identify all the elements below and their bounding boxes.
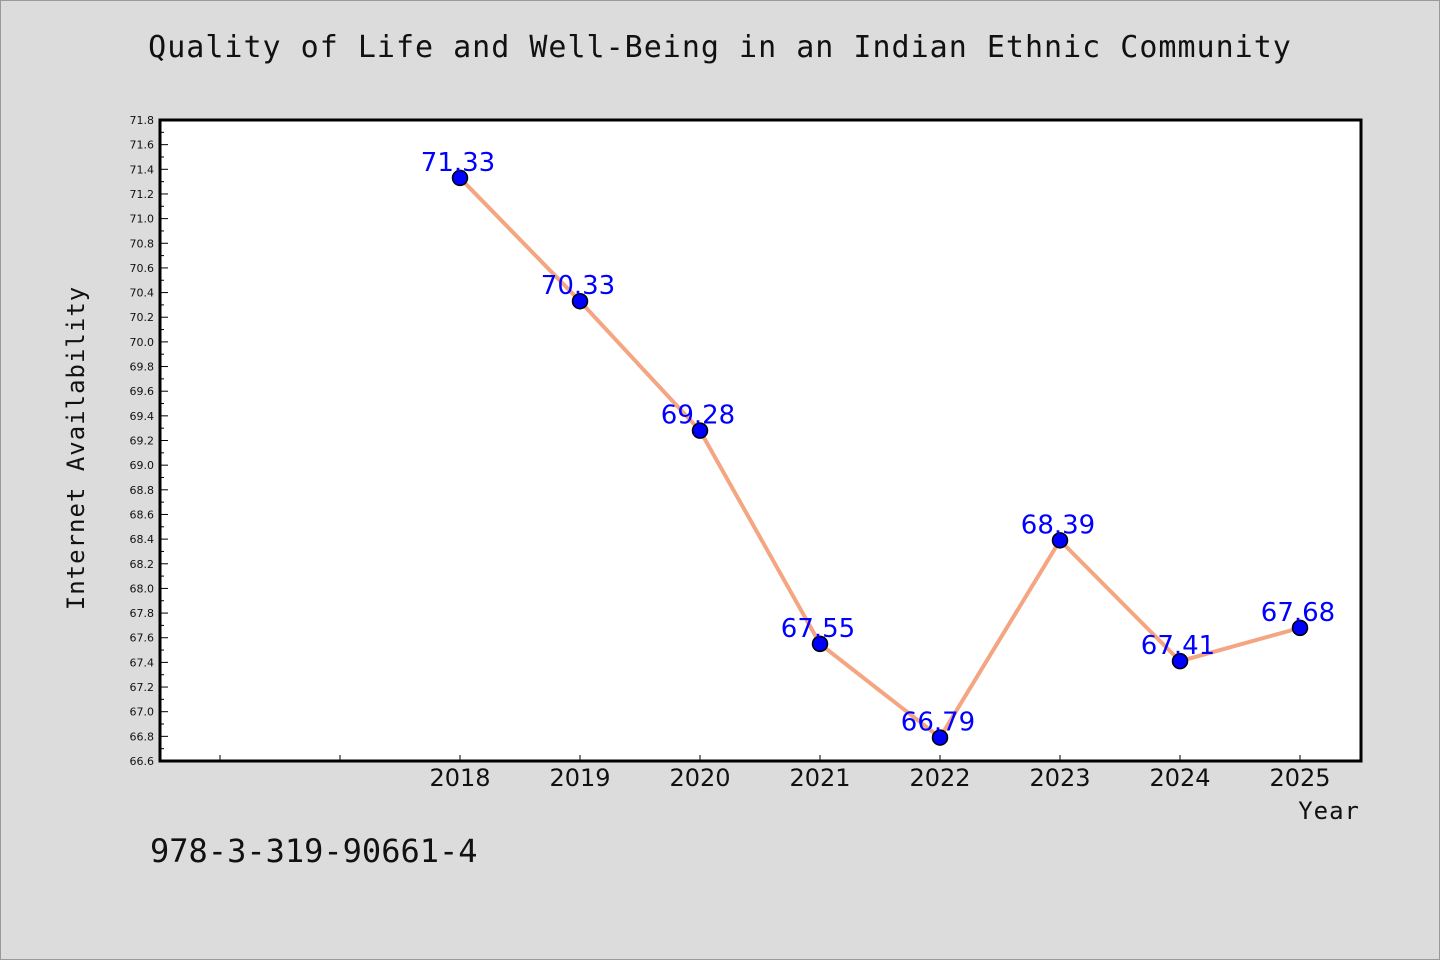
y-tick-label: 71.6 [130, 139, 155, 152]
y-tick-label: 68.4 [130, 533, 155, 546]
y-tick-label: 68.0 [130, 582, 155, 595]
x-tick-label: 2021 [789, 764, 850, 792]
x-tick-label: 2024 [1149, 764, 1210, 792]
data-label: 67.41 [1141, 631, 1215, 661]
series-layer: 71.33 70.33 69.28 67.55 66.79 68.39 67.41 67.68 [421, 148, 1335, 746]
y-tick-label: 70.6 [130, 262, 155, 275]
x-tick-label: 2023 [1029, 764, 1090, 792]
x-tick-label: 2019 [549, 764, 610, 792]
x-tick-label: 2018 [429, 764, 490, 792]
data-point [451, 169, 469, 187]
y-tick-label: 71.0 [130, 213, 155, 226]
x-axis-title: Year [1298, 797, 1360, 825]
y-tick-label: 67.8 [130, 607, 155, 620]
y-tick-label: 66.6 [130, 755, 155, 768]
y-tick-label: 67.0 [130, 706, 155, 719]
y-tick-label: 68.6 [130, 508, 155, 521]
plot-area [160, 120, 1361, 761]
x-tick-label: 2025 [1269, 764, 1330, 792]
y-tick-label: 66.8 [130, 730, 155, 743]
data-point [931, 729, 949, 746]
data-label: 71.33 [421, 148, 495, 178]
y-tick-label: 69.6 [130, 385, 155, 398]
y-tick-label: 67.6 [130, 632, 155, 645]
y-tick-label: 68.2 [130, 558, 155, 571]
y-axis-ticks: 66.6 66.8 67.0 67.2 67.4 67.6 67.8 68.0 68.2 68.4… [130, 114, 168, 768]
x-tick-label: 2020 [669, 764, 730, 792]
series-line [458, 176, 1301, 740]
y-tick-label: 69.0 [130, 459, 155, 472]
y-tick-label: 71.8 [130, 114, 155, 127]
plot-border [158, 118, 1363, 763]
y-axis-title: Internet Availability [62, 286, 90, 610]
data-point [811, 635, 829, 653]
data-point [1171, 652, 1189, 670]
y-tick-label: 70.0 [130, 336, 155, 349]
data-point [1291, 619, 1309, 637]
x-axis-ticks: 2018 2019 2020 2021 2022 2023 2024 2025 [219, 755, 1331, 792]
data-point [1051, 532, 1069, 549]
y-tick-label: 69.4 [130, 410, 155, 423]
data-label: 68.39 [1021, 510, 1095, 540]
y-tick-label: 68.8 [130, 484, 155, 497]
data-label: 67.68 [1261, 598, 1335, 628]
data-label: 66.79 [901, 708, 975, 738]
data-label: 69.28 [661, 401, 735, 431]
y-tick-label: 71.4 [130, 163, 155, 176]
chart-title: Quality of Life and Well-Being in an Ind… [148, 30, 1292, 65]
y-tick-label: 71.2 [130, 188, 155, 201]
y-tick-label: 69.8 [130, 361, 155, 374]
data-point [571, 292, 589, 310]
data-point [691, 422, 709, 439]
y-tick-label: 70.4 [130, 287, 155, 300]
y-tick-label: 70.2 [130, 311, 155, 324]
y-tick-label: 70.8 [130, 237, 155, 250]
data-label: 67.55 [781, 614, 855, 644]
y-tick-label: 67.2 [130, 681, 155, 694]
x-tick-label: 2022 [909, 764, 970, 792]
footer-code: 978-3-319-90661-4 [150, 832, 478, 870]
y-tick-label: 67.4 [130, 656, 155, 669]
data-label: 70.33 [541, 271, 615, 301]
y-tick-label: 69.2 [130, 435, 155, 448]
